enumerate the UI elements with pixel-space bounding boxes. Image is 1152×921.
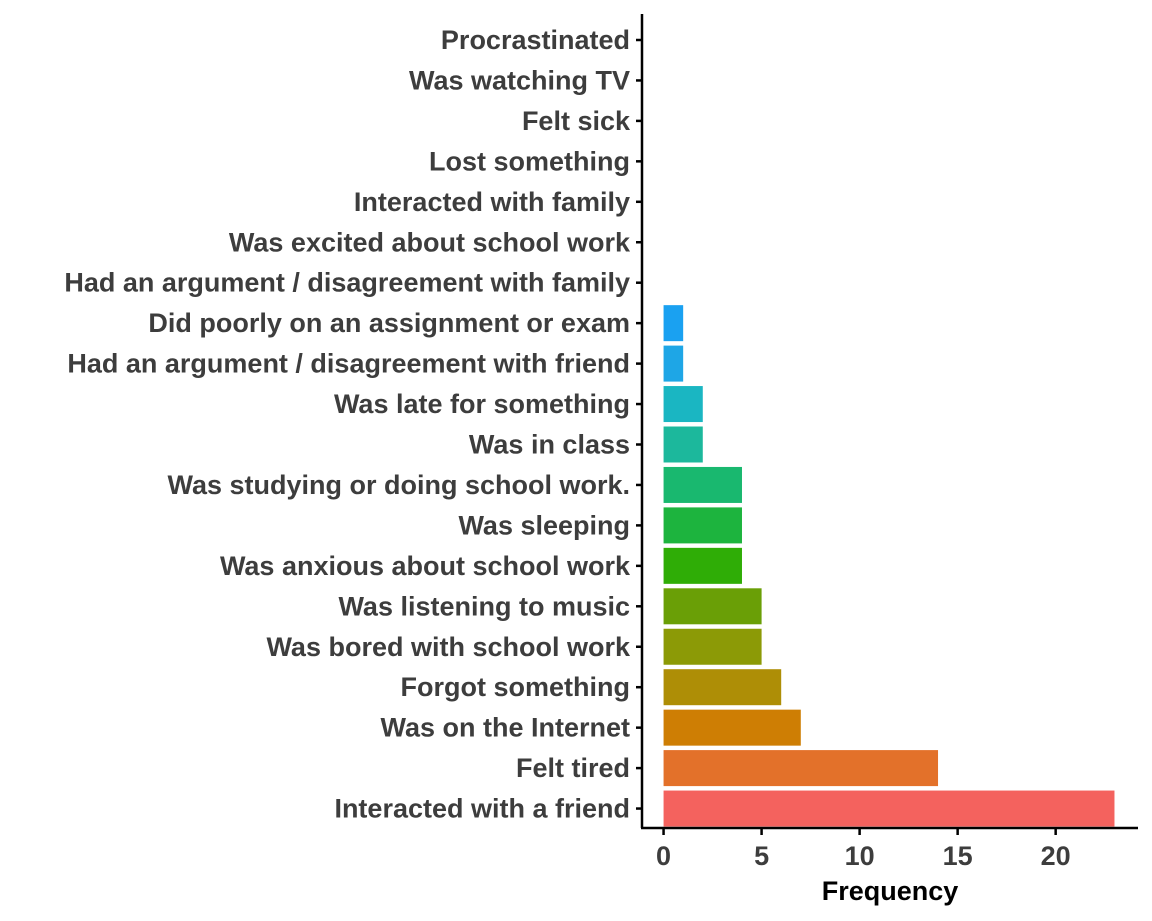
category-label: Was excited about school work: [229, 227, 631, 257]
category-label: Was bored with school work: [266, 632, 631, 662]
category-label: Was late for something: [334, 389, 630, 419]
bar: [663, 628, 762, 665]
bar: [663, 547, 742, 584]
x-tick-label: 0: [656, 841, 671, 871]
category-label: Felt sick: [522, 106, 631, 136]
category-label: Was sleeping: [458, 510, 630, 540]
bar: [663, 466, 742, 503]
category-label: Was listening to music: [338, 591, 630, 621]
x-tick-label: 20: [1041, 841, 1071, 871]
category-label: Interacted with family: [354, 187, 630, 217]
category-labels: Procrastinated Was watching TV Felt sick Lo…: [64, 25, 642, 824]
x-axis-ticks: 0 5 10 15 20: [656, 828, 1071, 871]
category-label: Was anxious about school work: [220, 551, 631, 581]
x-tick-label: 15: [943, 841, 973, 871]
bar: [663, 345, 684, 382]
category-label: Forgot something: [401, 672, 630, 702]
bar: [663, 588, 762, 625]
category-label: Procrastinated: [441, 25, 630, 55]
bar: [663, 750, 939, 787]
bar: [663, 790, 1115, 827]
bar: [663, 386, 703, 423]
x-axis-title: Frequency: [822, 876, 959, 906]
bar: [663, 305, 684, 342]
bars-group: [663, 305, 1115, 827]
x-tick-label: 5: [754, 841, 769, 871]
x-tick-label: 10: [845, 841, 875, 871]
category-label: Did poorly on an assignment or exam: [148, 308, 630, 338]
category-label: Interacted with a friend: [334, 794, 630, 824]
category-label: Felt tired: [516, 753, 630, 783]
bar: [663, 426, 703, 463]
category-label: Had an argument / disagreement with frie…: [67, 349, 630, 379]
bar: [663, 507, 742, 544]
category-label: Was in class: [469, 430, 630, 460]
bar: [663, 669, 782, 706]
category-label: Was studying or doing school work.: [167, 470, 630, 500]
category-label: Lost something: [429, 146, 630, 176]
category-label: Had an argument / disagreement with fami…: [64, 268, 630, 298]
category-label: Was watching TV: [409, 65, 630, 95]
bar: [663, 709, 801, 746]
category-label: Was on the Internet: [380, 713, 630, 743]
